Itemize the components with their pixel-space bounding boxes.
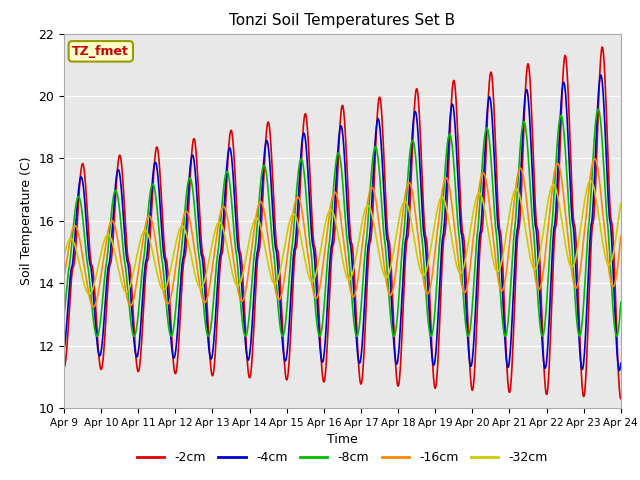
Line: -4cm: -4cm [64,75,621,371]
-16cm [551,167,559,172]
Line: -16cm: -16cm [64,159,621,307]
-4cm [616,368,623,373]
-8cm [246,298,254,304]
-32cm [551,183,559,189]
-32cm [587,178,595,183]
-32cm [617,201,625,206]
Y-axis label: Soil Temperature (C): Soil Temperature (C) [20,156,33,285]
-8cm [242,333,250,339]
Legend: -2cm, -4cm, -8cm, -16cm, -32cm: -2cm, -4cm, -8cm, -16cm, -32cm [132,446,553,469]
-4cm [502,346,509,352]
-32cm [60,253,68,259]
-2cm [170,367,178,373]
-8cm [502,333,509,338]
-4cm [60,348,68,354]
-16cm [617,233,625,239]
-2cm [184,219,191,225]
-8cm [60,313,68,319]
-4cm [246,348,254,353]
-2cm [429,363,436,369]
-32cm [85,291,93,297]
-2cm [598,44,606,50]
-8cm [594,107,602,112]
-32cm [429,231,437,237]
-2cm [502,332,509,338]
-8cm [429,325,437,331]
-4cm [597,72,605,78]
-32cm [171,246,179,252]
-8cm [617,300,625,305]
-16cm [90,304,97,310]
-16cm [184,211,192,216]
-8cm [184,181,191,187]
-4cm [617,360,625,366]
-16cm [429,265,437,271]
-4cm [429,360,436,365]
-32cm [246,231,254,237]
-32cm [502,234,509,240]
-16cm [591,156,598,162]
-16cm [171,271,179,277]
-2cm [246,374,254,380]
-2cm [60,364,68,370]
-8cm [170,321,178,326]
-16cm [246,254,254,260]
-4cm [184,196,191,202]
Line: -32cm: -32cm [64,180,621,294]
Text: TZ_fmet: TZ_fmet [72,45,129,58]
-8cm [551,175,559,181]
Line: -8cm: -8cm [64,109,621,336]
-32cm [184,239,192,244]
X-axis label: Time: Time [327,433,358,446]
-2cm [617,396,625,401]
Title: Tonzi Soil Temperatures Set B: Tonzi Soil Temperatures Set B [229,13,456,28]
Line: -2cm: -2cm [64,47,621,398]
-16cm [502,273,509,278]
-4cm [170,355,178,360]
-2cm [551,233,559,239]
-16cm [60,274,68,280]
-4cm [551,222,559,228]
